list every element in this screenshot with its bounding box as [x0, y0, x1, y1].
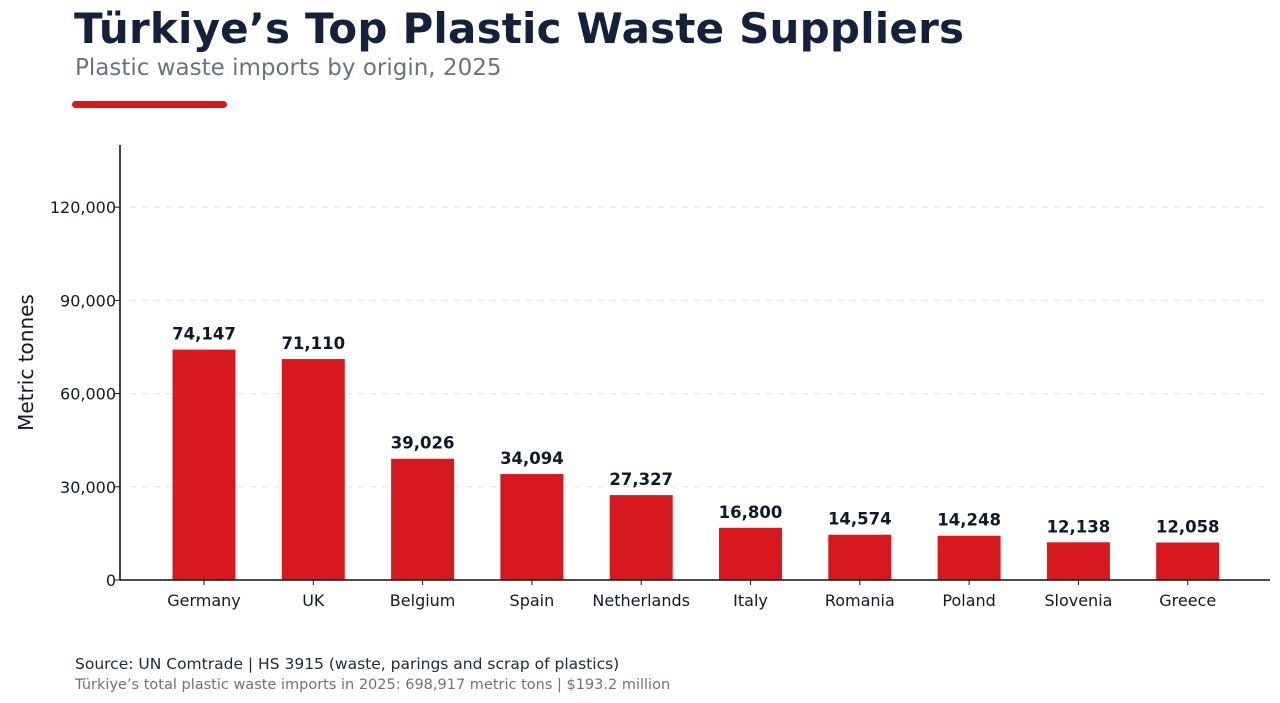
data-label-slovenia: 12,138 — [1047, 517, 1111, 536]
gridlines — [130, 206, 1270, 488]
x-tick-label-belgium: Belgium — [390, 591, 456, 610]
title-accent-bar — [72, 101, 227, 108]
data-label-romania: 14,574 — [828, 510, 892, 529]
data-label-uk: 71,110 — [281, 334, 345, 353]
bar-greece — [1156, 542, 1220, 580]
data-label-greece: 12,058 — [1156, 518, 1220, 537]
y-tick-label: 30,000 — [60, 478, 116, 497]
y-axis-title: Metric tonnes — [14, 294, 38, 431]
x-tick-label-netherlands: Netherlands — [592, 591, 690, 610]
x-tick-label-spain: Spain — [510, 591, 555, 610]
bar-slovenia — [1046, 542, 1110, 580]
data-label-belgium: 39,026 — [391, 434, 455, 453]
bars — [172, 349, 1220, 580]
bar-poland — [937, 535, 1001, 580]
chart-subtitle: Plastic waste imports by origin, 2025 — [75, 55, 502, 81]
data-label-poland: 14,248 — [937, 511, 1001, 530]
bar-uk — [281, 359, 345, 580]
data-label-spain: 34,094 — [500, 449, 564, 468]
y-tick-label: 120,000 — [50, 198, 116, 217]
bar-germany — [172, 349, 236, 580]
x-tick-label-uk: UK — [302, 591, 325, 610]
bar-spain — [500, 474, 564, 580]
y-tick-label: 60,000 — [60, 385, 116, 404]
bar-italy — [719, 527, 782, 580]
x-tick-label-poland: Poland — [942, 591, 995, 610]
data-labels: 74,147 71,110 39,026 34,094 27,327 16,800 14,5… — [172, 325, 1219, 537]
source-note: Source: UN Comtrade | HS 3915 (waste, pa… — [75, 655, 620, 673]
bar-netherlands — [609, 495, 673, 580]
data-label-germany: 74,147 — [172, 325, 236, 344]
bar-romania — [828, 534, 892, 580]
x-tick-label-germany: Germany — [167, 591, 241, 610]
x-tick-labels: Germany UK Belgium Spain Netherlands Italy Rom… — [167, 580, 1216, 610]
y-tick-labels: 0 30,000 60,000 90,000 120,000 — [50, 198, 120, 590]
data-label-netherlands: 27,327 — [609, 470, 673, 489]
x-tick-label-romania: Romania — [825, 591, 895, 610]
x-tick-label-greece: Greece — [1159, 591, 1216, 610]
bar-belgium — [391, 458, 455, 580]
chart-title: Türkiye’s Top Plastic Waste Suppliers — [74, 4, 965, 53]
data-label-italy: 16,800 — [719, 503, 783, 522]
total-imports-note: Türkiye’s total plastic waste imports in… — [75, 677, 671, 693]
y-tick-label: 90,000 — [60, 291, 116, 310]
x-tick-label-slovenia: Slovenia — [1044, 591, 1112, 610]
x-tick-label-italy: Italy — [733, 591, 768, 610]
y-tick-label: 0 — [106, 571, 116, 590]
